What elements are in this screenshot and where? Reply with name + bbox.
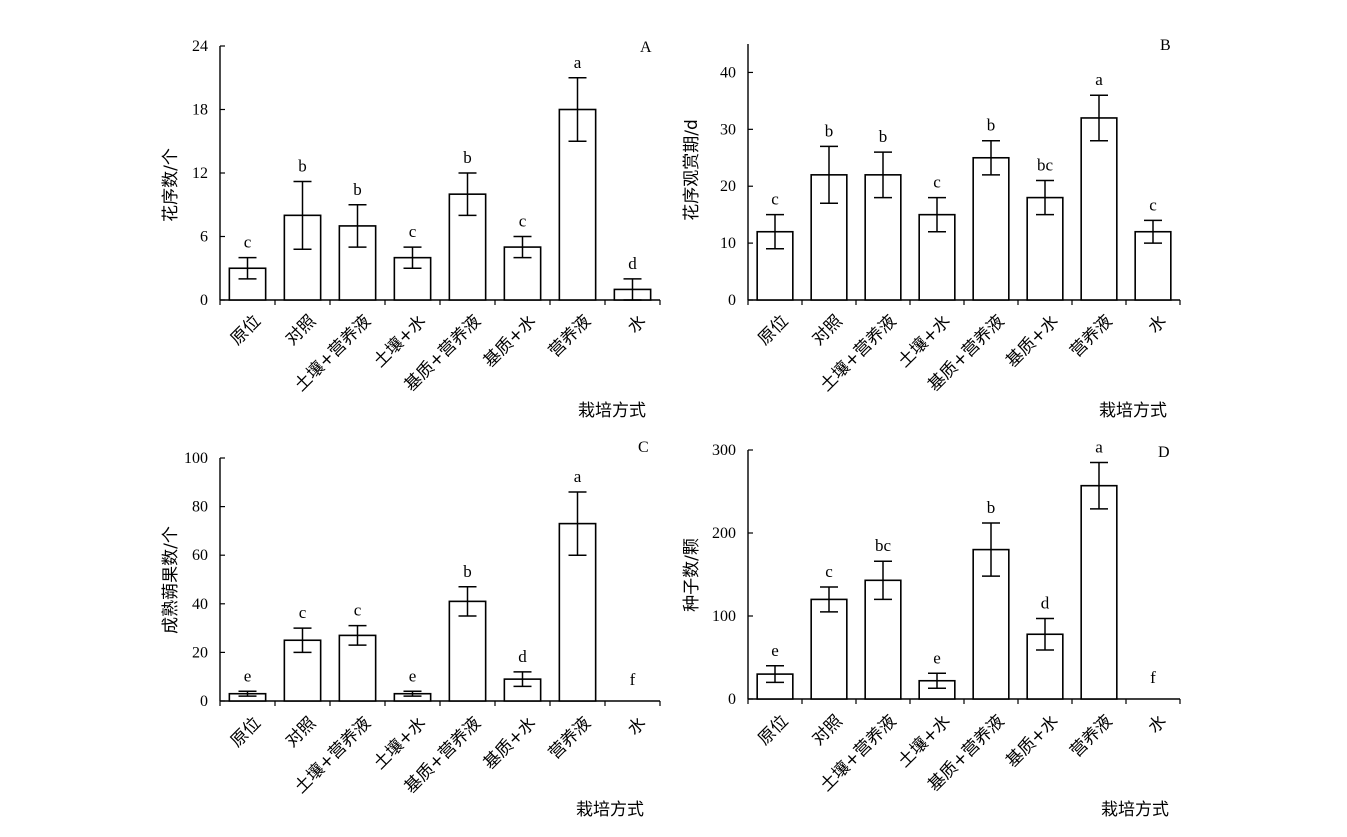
significance-label: a [1095,70,1103,89]
significance-label: f [630,670,636,689]
y-tick-label: 0 [200,693,208,710]
y-tick-label: 40 [192,596,208,613]
y-axis-label: 种子数/颗 [682,538,702,612]
significance-label: c [244,233,252,252]
y-tick-label: 30 [720,121,736,138]
significance-label: b [987,116,996,135]
significance-label: b [298,156,307,175]
significance-label: b [353,180,362,199]
category-label: 水 [624,311,650,337]
y-axis-label: 花序观赏期/d [682,119,702,221]
significance-label: d [1041,593,1050,612]
significance-label: e [244,666,252,685]
panel-letter: A [640,39,652,56]
category-label: 原位 [227,311,265,349]
category-label: 基质+水 [1002,711,1062,771]
panel-A: 06121824c原位b对照b土壤+营养液c土壤+水b基质+营养液c基质+水a营… [161,38,661,421]
category-label: 原位 [227,713,265,751]
significance-label: b [463,148,472,167]
significance-label: e [409,666,417,685]
panel-C: 020406080100e原位c对照c土壤+营养液e土壤+水b基质+营养液d基质… [160,439,661,820]
significance-label: d [518,647,527,666]
y-tick-label: 24 [192,38,208,55]
category-label: 原位 [754,711,792,749]
category-label: 对照 [282,311,320,349]
x-axis-label: 栽培方式 [1099,401,1167,421]
x-axis-label: 栽培方式 [578,401,646,421]
bar [810,598,848,700]
y-tick-label: 100 [184,450,208,467]
category-label: 对照 [808,711,846,749]
significance-label: c [771,190,779,209]
panel-letter: B [1160,37,1171,54]
bar [448,600,487,702]
category-label: 基质+水 [480,311,540,371]
y-tick-label: 12 [192,165,208,182]
y-axis-label: 成熟蒴果数/个 [160,526,181,634]
y-tick-label: 20 [720,178,736,195]
y-tick-label: 200 [712,525,736,542]
bar [338,225,377,301]
x-axis-label: 栽培方式 [576,800,644,820]
significance-label: b [879,127,888,146]
significance-label: b [987,498,996,517]
y-axis-label: 花序数/个 [161,148,181,222]
significance-label: f [1150,668,1156,687]
significance-label: e [933,648,941,667]
category-label: 对照 [282,713,320,751]
category-label: 水 [1144,311,1170,337]
significance-label: bc [875,536,892,555]
significance-label: bc [1037,156,1054,175]
category-label: 对照 [808,311,846,349]
bar [972,156,1010,301]
y-tick-label: 0 [200,292,208,309]
significance-label: c [933,173,941,192]
significance-label: b [463,562,472,581]
significance-label: d [628,254,637,273]
y-tick-label: 10 [720,235,736,252]
panel-letter: C [638,439,649,456]
category-label: 基质+水 [480,713,540,773]
significance-label: a [574,467,582,486]
significance-label: c [299,603,307,622]
significance-label: c [409,222,417,241]
panel-D: 0100200300e原位c对照bc土壤+营养液e土壤+水b基质+营养液d基质+… [682,437,1181,820]
y-tick-label: 18 [192,102,208,119]
category-label: 水 [624,713,650,739]
category-label: 营养液 [1066,711,1116,761]
y-tick-label: 0 [728,292,736,309]
bar [338,634,377,702]
panel-B: 010203040c原位b对照b土壤+营养液c土壤+水b基质+营养液bc基质+水… [682,37,1181,421]
y-tick-label: 40 [720,64,736,81]
category-label: 营养液 [1066,311,1116,361]
significance-label: e [771,641,779,660]
y-tick-label: 20 [192,644,208,661]
significance-label: b [825,121,834,140]
bar [228,267,267,301]
category-label: 基质+水 [1002,311,1062,371]
y-tick-label: 300 [712,442,736,459]
y-tick-label: 0 [728,691,736,708]
y-tick-label: 6 [200,229,208,246]
panel-letter: D [1158,444,1170,461]
category-label: 水 [1144,711,1170,737]
significance-label: a [1095,437,1103,456]
significance-label: a [574,53,582,72]
bar [1080,484,1118,700]
y-tick-label: 80 [192,499,208,516]
category-label: 营养液 [545,713,595,763]
category-label: 原位 [754,311,792,349]
significance-label: c [1149,195,1157,214]
significance-label: c [354,601,362,620]
significance-label: c [825,562,833,581]
significance-label: c [519,212,527,231]
y-tick-label: 100 [712,608,736,625]
category-label: 营养液 [545,311,595,361]
bar [1080,117,1118,301]
y-tick-label: 60 [192,547,208,564]
x-axis-label: 栽培方式 [1101,800,1169,820]
